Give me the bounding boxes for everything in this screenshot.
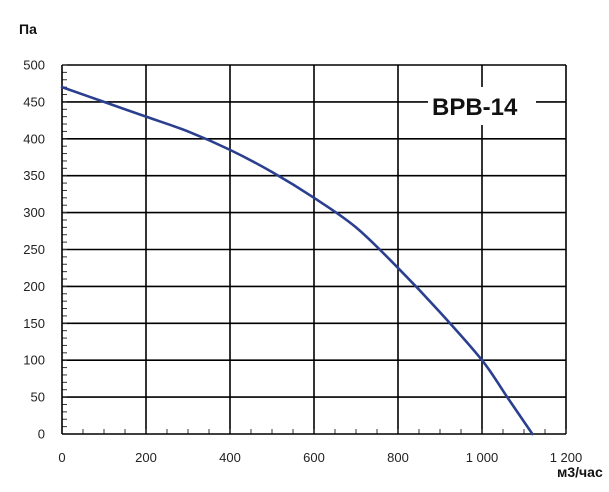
y-tick-labels: 0 50 100 150 200 250 300 350 400 450 500	[23, 58, 45, 442]
y-tick-label: 350	[23, 168, 45, 183]
series-layer	[60, 85, 534, 436]
axes	[61, 65, 566, 435]
x-axis-label: м3/час	[557, 464, 603, 480]
x-tick-label: 1 200	[550, 450, 583, 465]
x-tick-label: 200	[135, 450, 157, 465]
y-tick-label: 300	[23, 205, 45, 220]
model-label-box	[428, 87, 536, 125]
y-tick-label: 50	[31, 390, 45, 405]
y-tick-label: 400	[23, 131, 45, 146]
y-tick-label: 150	[23, 316, 45, 331]
y-tick-label: 500	[23, 58, 45, 73]
x-tick-labels: 0 200 400 600 800 1 000 1 200	[58, 450, 582, 465]
y-tick-label: 0	[38, 427, 45, 442]
y-tick-label: 250	[23, 242, 45, 257]
horizontal-gridlines	[62, 64, 566, 398]
model-label: BPB-14	[432, 94, 518, 121]
x-tick-label: 800	[387, 450, 409, 465]
y-tick-label: 450	[23, 94, 45, 109]
x-tick-label: 0	[58, 450, 65, 465]
x-tick-label: 600	[303, 450, 325, 465]
minor-ticks	[61, 64, 567, 435]
x-tick-label: 400	[219, 450, 241, 465]
y-axis-label: Па	[19, 21, 37, 37]
x-tick-label: 1 000	[466, 450, 499, 465]
y-tick-label: 200	[23, 279, 45, 294]
series-line	[60, 85, 534, 436]
y-tick-label: 100	[23, 353, 45, 368]
